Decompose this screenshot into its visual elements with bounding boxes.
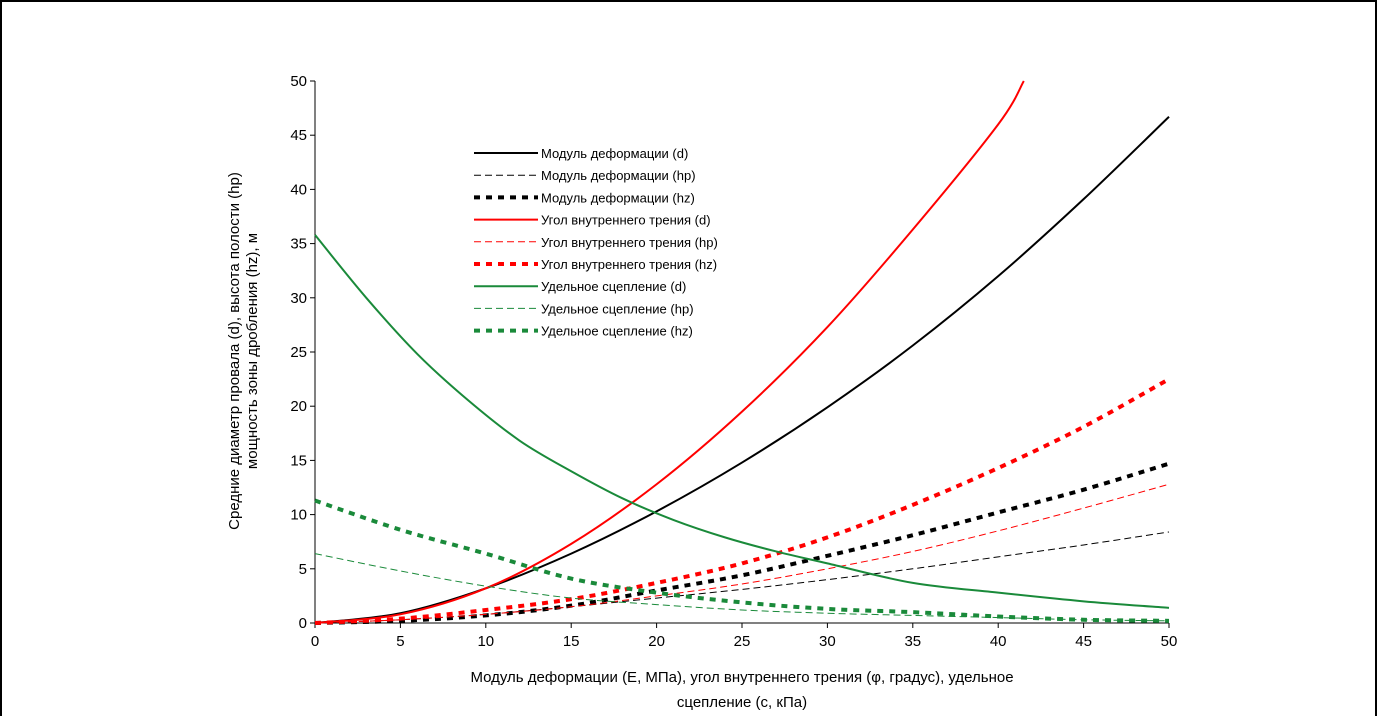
- y-tick-label: 20: [290, 398, 307, 415]
- y-axis-label-line-2: мощность зоны дробления (hz), м: [244, 233, 261, 469]
- legend: Модуль деформации (d) Модуль деформации (…: [474, 146, 718, 339]
- plot-area: [314, 80, 1170, 625]
- x-axis-label-line-2: сцепление (с, кПа): [677, 694, 807, 711]
- x-tick-label: 30: [819, 633, 836, 650]
- x-tick-label: 45: [1075, 633, 1092, 650]
- series-line-9: [314, 498, 1170, 623]
- y-tick-label: 10: [290, 507, 307, 524]
- series-line-6: [314, 377, 1170, 625]
- x-tick-label: 50: [1161, 633, 1178, 650]
- legend-entry: Модуль деформации (hp): [541, 168, 696, 183]
- legend-entry: Удельное сцепление (hp): [541, 301, 694, 316]
- y-tick-label: 5: [299, 561, 307, 578]
- y-tick-label: 35: [290, 236, 307, 253]
- y-tick-label: 30: [290, 290, 307, 307]
- x-axis-label-line-1: Модуль деформации (E, МПа), угол внутрен…: [470, 669, 1013, 686]
- y-tick-label: 15: [290, 452, 307, 469]
- legend-entry: Удельное сцепление (hz): [541, 324, 693, 339]
- legend-entry: Удельное сцепление (d): [541, 279, 686, 294]
- series-line-5: [314, 483, 1170, 624]
- series-line-2: [314, 531, 1170, 624]
- x-tick-label: 20: [648, 633, 665, 650]
- y-tick-label: 40: [290, 181, 307, 198]
- series-line-3: [314, 461, 1170, 625]
- legend-entry: Угол внутреннего трения (hz): [541, 257, 717, 272]
- y-tick-label: 45: [290, 127, 307, 144]
- legend-entry: Модуль деформации (hz): [541, 190, 695, 205]
- series-line-1: [314, 116, 1170, 624]
- y-tick-label: 25: [290, 344, 307, 361]
- y-axis-label-line-1: Средние диаметр провала (d), высота поло…: [226, 172, 243, 530]
- y-tick-label: 0: [299, 615, 307, 632]
- x-tick-label: 15: [563, 633, 580, 650]
- x-tick-label: 0: [311, 633, 319, 650]
- x-tick-label: 25: [734, 633, 751, 650]
- series-line-8: [314, 553, 1170, 622]
- x-tick-label: 10: [477, 633, 494, 650]
- series-line-4: [314, 80, 1025, 624]
- legend-entry: Угол внутреннего трения (hp): [541, 235, 718, 250]
- legend-entry: Угол внутреннего трения (d): [541, 213, 711, 228]
- x-tick-label: 5: [396, 633, 404, 650]
- y-tick-label: 50: [290, 73, 307, 90]
- series-line-7: [314, 234, 1170, 609]
- legend-entry: Модуль деформации (d): [541, 146, 688, 161]
- axes: 0 5 10 15 20 25 30 35 40 45 50 0 5 10 15 20 25 30 35 40 45 50: [290, 73, 1177, 650]
- x-tick-label: 40: [990, 633, 1007, 650]
- x-tick-label: 35: [904, 633, 921, 650]
